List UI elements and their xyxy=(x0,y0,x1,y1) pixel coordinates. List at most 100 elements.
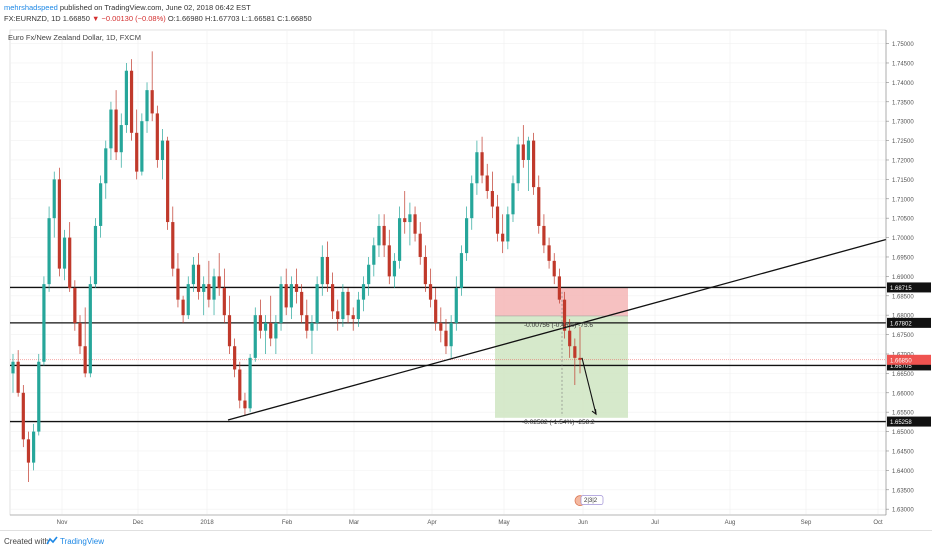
candle-body xyxy=(62,237,67,269)
candle-body xyxy=(434,299,438,323)
candle-body xyxy=(351,315,355,320)
level-price-label: 1.67802 xyxy=(890,321,912,327)
candle-body xyxy=(57,179,61,269)
y-tick-label: 1.70000 xyxy=(892,236,914,242)
tradingview-brand[interactable]: TradingView xyxy=(60,537,105,546)
y-tick-label: 1.72000 xyxy=(892,158,914,164)
y-tick-label: 1.64500 xyxy=(892,449,914,455)
candle-body xyxy=(253,315,257,358)
candle-body xyxy=(506,214,510,242)
candle-body xyxy=(47,218,51,285)
candle-body xyxy=(377,225,381,246)
candle-body xyxy=(129,70,134,133)
x-tick-label: Jul xyxy=(651,520,659,526)
level-price-tag xyxy=(887,416,931,427)
candles xyxy=(11,51,582,483)
candle-body xyxy=(171,222,175,269)
footer: Created with TradingView xyxy=(0,530,932,551)
candle-body xyxy=(325,256,330,285)
candle-body xyxy=(310,322,314,331)
candle-body xyxy=(305,315,309,331)
candle-body xyxy=(444,330,448,347)
candle-body xyxy=(578,357,582,360)
candle-body xyxy=(562,299,567,331)
candle-body xyxy=(32,431,36,463)
event-badge-label: 2|3|2 xyxy=(584,498,598,504)
candle-body xyxy=(557,276,561,300)
candle-body xyxy=(521,144,525,160)
chart-grid xyxy=(9,29,887,516)
y-tick-label: 1.63500 xyxy=(892,488,914,494)
candle-body xyxy=(346,291,350,316)
x-tick-label: 2018 xyxy=(200,520,214,526)
candle-body xyxy=(109,109,113,149)
y-tick-label: 1.63000 xyxy=(892,508,914,514)
level-price-tag xyxy=(887,282,931,293)
down-arrow-icon: ▼ xyxy=(91,14,100,23)
candle-body xyxy=(93,225,98,285)
candle-body xyxy=(392,260,397,277)
publish-line: mehrshadspeed published on TradingView.c… xyxy=(4,3,251,12)
candle-body xyxy=(263,322,268,331)
y-tick-label: 1.73500 xyxy=(892,100,914,106)
x-tick-label: Mar xyxy=(349,520,359,526)
y-tick-label: 1.73000 xyxy=(892,120,914,126)
candle-body xyxy=(269,322,273,339)
y-tick-label: 1.65000 xyxy=(892,430,914,436)
candle-body xyxy=(114,109,118,153)
y-tick-label: 1.69500 xyxy=(892,255,914,261)
candle-body xyxy=(387,245,391,277)
candle-body xyxy=(207,284,211,300)
candle-body xyxy=(83,346,87,374)
last-price-text: 1.66850 xyxy=(62,14,90,23)
change-text: −0.00130 (−0.08%) xyxy=(101,14,166,23)
x-tick-label: Nov xyxy=(57,520,68,526)
time-axis: Nov Dec 2018 Feb Mar Apr May Jun Jul Aug Sep Oct xyxy=(10,514,886,526)
stop-zone-label: -0.00756 (-0.45%) -75.6 xyxy=(524,322,593,329)
candle-body xyxy=(150,90,154,114)
y-tick-label: 1.64000 xyxy=(892,469,914,475)
candle-body xyxy=(537,187,541,226)
x-tick-label: Jun xyxy=(578,520,588,526)
candle-body xyxy=(104,148,108,184)
candle-body xyxy=(336,311,340,320)
take-profit-zone xyxy=(495,315,628,418)
symbol-name: FX:EURNZD, 1D xyxy=(4,14,61,23)
level-price-tag xyxy=(887,360,931,371)
author-link[interactable]: mehrshadspeed xyxy=(4,3,58,12)
x-tick-label: May xyxy=(498,520,509,526)
candle-body xyxy=(289,284,293,308)
y-tick-label: 1.71500 xyxy=(892,178,914,184)
forecast-arrow-line xyxy=(581,357,597,415)
candle-body xyxy=(413,214,417,234)
candle-body xyxy=(176,268,180,300)
candle-body xyxy=(212,276,216,300)
forecast-arrow-head-icon xyxy=(591,409,597,416)
symbol-line: FX:EURNZD, 1D 1.66850 ▼ −0.00130 (−0.08%… xyxy=(4,14,312,23)
level-price-label: 1.65258 xyxy=(890,420,912,426)
last-price-label: 1.66850 xyxy=(890,358,912,364)
x-tick-label: Oct xyxy=(873,520,883,526)
price-chart[interactable]: -0.00756 (-0.45%) -75.6 -0.02582 (-1.54%)… xyxy=(0,26,932,530)
candle-body xyxy=(135,132,139,172)
candle-body xyxy=(300,291,304,316)
y-tick-label: 1.68000 xyxy=(892,314,914,320)
candle-body xyxy=(490,191,494,207)
chart-header: mehrshadspeed published on TradingView.c… xyxy=(0,0,932,26)
candle-body xyxy=(480,152,484,176)
candle-body xyxy=(52,179,56,219)
x-tick-label: Dec xyxy=(133,520,144,526)
candle-body xyxy=(568,330,572,347)
y-tick-label: 1.75000 xyxy=(892,42,914,48)
candle-body xyxy=(449,322,453,347)
candle-body xyxy=(248,357,252,409)
candle-body xyxy=(11,361,15,374)
candle-body xyxy=(78,322,82,347)
candle-body xyxy=(403,218,407,223)
candle-body xyxy=(516,144,520,184)
level-price-tag xyxy=(887,317,931,328)
level-price-label: 1.68715 xyxy=(890,286,912,292)
y-tick-label: 1.74000 xyxy=(892,81,914,87)
candle-body xyxy=(485,175,489,192)
candle-body xyxy=(274,322,278,339)
